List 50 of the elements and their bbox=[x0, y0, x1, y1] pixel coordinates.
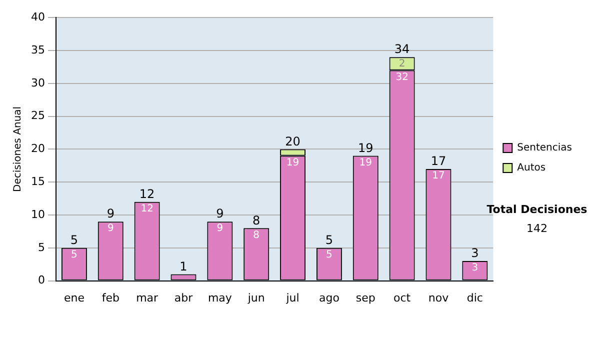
x-tick-label: nov bbox=[428, 291, 450, 304]
x-tick-label: ene bbox=[64, 291, 85, 304]
y-tick-label: 30 bbox=[30, 76, 45, 90]
data-label: 5 bbox=[326, 249, 332, 260]
y-axis-title: Decisiones Anual bbox=[12, 106, 24, 192]
total-label: 1 bbox=[180, 259, 188, 274]
legend-label: Sentencias bbox=[517, 142, 572, 154]
total-label: 19 bbox=[358, 140, 374, 155]
data-label: 2 bbox=[398, 58, 406, 70]
x-tick-label: abr bbox=[174, 291, 194, 304]
data-label: 3 bbox=[472, 262, 478, 274]
total-label: 34 bbox=[394, 42, 410, 56]
total-label: 12 bbox=[139, 186, 155, 201]
total-label: 5 bbox=[70, 233, 78, 248]
data-label: 9 bbox=[107, 223, 114, 234]
x-tick-label: sep bbox=[356, 291, 376, 304]
text: 142 bbox=[526, 222, 548, 235]
x-tick-label: may bbox=[208, 291, 232, 304]
legend-label: Autos bbox=[517, 162, 546, 174]
total-label: 3 bbox=[471, 246, 479, 260]
x-tick-label: oct bbox=[394, 291, 412, 304]
y-tick-label: 35 bbox=[30, 43, 45, 56]
total-label: 20 bbox=[285, 134, 300, 148]
y-tick-label: 40 bbox=[30, 10, 45, 24]
x-tick-label: jul bbox=[285, 291, 300, 304]
x-tick-label: dic bbox=[466, 291, 483, 304]
data-label: 19 bbox=[286, 157, 300, 168]
total-label: 5 bbox=[325, 233, 334, 248]
y-tick-label: 5 bbox=[38, 240, 45, 254]
x-tick-label: ago bbox=[318, 291, 340, 304]
x-tick-label: feb bbox=[102, 291, 120, 304]
data-label: 8 bbox=[253, 230, 260, 241]
data-label: 9 bbox=[216, 223, 224, 234]
total-label: 9 bbox=[216, 206, 224, 221]
x-tick-label: jun bbox=[246, 291, 265, 304]
annotation: Total Decisiones bbox=[486, 203, 588, 216]
total-label: 8 bbox=[252, 213, 260, 228]
y-tick-label: 25 bbox=[30, 109, 45, 122]
y-tick-label: 0 bbox=[38, 274, 45, 287]
total-label: 9 bbox=[106, 206, 114, 221]
data-label: 5 bbox=[71, 249, 78, 260]
x-tick-label: mar bbox=[136, 291, 159, 304]
data-label: 12 bbox=[140, 203, 154, 214]
y-tick-label: 15 bbox=[30, 174, 45, 188]
data-label: 19 bbox=[359, 157, 372, 168]
total-label: 17 bbox=[430, 154, 446, 168]
y-tick-label: 20 bbox=[30, 142, 45, 156]
data-label: 17 bbox=[432, 170, 445, 182]
data-label: 32 bbox=[396, 72, 408, 83]
y-tick-label: 10 bbox=[30, 208, 45, 221]
